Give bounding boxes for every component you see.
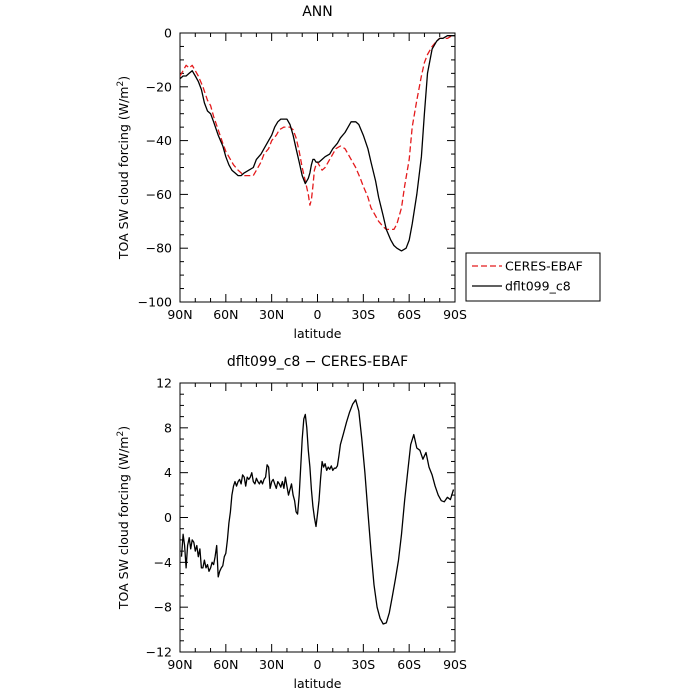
y-axis-label-text: TOA SW cloud forcing (W/m xyxy=(116,87,131,261)
x-tick-label: 60S xyxy=(397,307,421,322)
y-tick-label: −20 xyxy=(146,79,172,94)
y-axis-label-superscript: 2 xyxy=(116,81,126,87)
x-tick-label: 0 xyxy=(314,307,322,322)
y-axis-label-superscript: 2 xyxy=(116,431,126,437)
x-tick-label: 30N xyxy=(259,657,284,672)
series-line-dflt099-c8 xyxy=(180,35,455,252)
legend-box xyxy=(465,252,601,302)
y-tick-label: 0 xyxy=(164,26,172,41)
top-chart-panel: ANN 90N 60N 30N 0 30S 60S 90S 0 −20 −40 −60 −80 −100 l… xyxy=(116,4,467,341)
x-tick-label: 60N xyxy=(213,657,238,672)
x-tick-label: 90S xyxy=(443,307,467,322)
x-tick-label: 0 xyxy=(314,657,322,672)
y-tick-label: 8 xyxy=(164,420,172,435)
y-axis-label-close: ) xyxy=(116,426,131,431)
y-tick-label: −100 xyxy=(138,295,172,310)
x-tick-label: 90N xyxy=(167,657,192,672)
y-axis-label: TOA SW cloud forcing (W/m2) xyxy=(116,76,131,260)
y-tick-label: 0 xyxy=(164,510,172,525)
y-tick-label: −40 xyxy=(146,133,172,148)
y-tick-label: −80 xyxy=(146,241,172,256)
y-axis-label: TOA SW cloud forcing (W/m2) xyxy=(116,426,131,610)
x-tick-label: 30S xyxy=(351,307,375,322)
series-line-difference-0 xyxy=(180,399,455,625)
plot-frame xyxy=(179,32,456,303)
chart-title: dflt099_c8 − CERES-EBAF xyxy=(227,354,408,370)
y-axis-label-close: ) xyxy=(116,76,131,81)
y-axis-label-text: TOA SW cloud forcing (W/m xyxy=(116,437,131,611)
x-tick-label: 60S xyxy=(397,657,421,672)
y-tick-label: −60 xyxy=(146,187,172,202)
y-tick-label: −12 xyxy=(146,645,172,660)
x-tick-label: 60N xyxy=(213,307,238,322)
y-tick-label: 12 xyxy=(156,376,172,391)
legend-label: dflt099_c8 xyxy=(505,279,571,294)
bottom-chart-panel: dflt099_c8 − CERES-EBAF 90N 60N 30N 0 30S 60S 9… xyxy=(116,354,467,691)
x-tick-label: 90N xyxy=(167,307,192,322)
y-tick-label: −4 xyxy=(154,555,172,570)
legend: CERES-EBAF dflt099_c8 xyxy=(465,252,601,302)
y-tick-label: −8 xyxy=(154,600,172,615)
x-tick-label: 30N xyxy=(259,307,284,322)
chart-title: ANN xyxy=(302,4,333,20)
x-axis-label: latitude xyxy=(294,676,342,691)
y-tick-label: 4 xyxy=(164,465,172,480)
series-line-ceres-ebaf xyxy=(180,35,455,231)
x-tick-label: 30S xyxy=(351,657,375,672)
legend-label: CERES-EBAF xyxy=(505,259,583,274)
x-tick-label: 90S xyxy=(443,657,467,672)
x-axis-label: latitude xyxy=(294,326,342,341)
